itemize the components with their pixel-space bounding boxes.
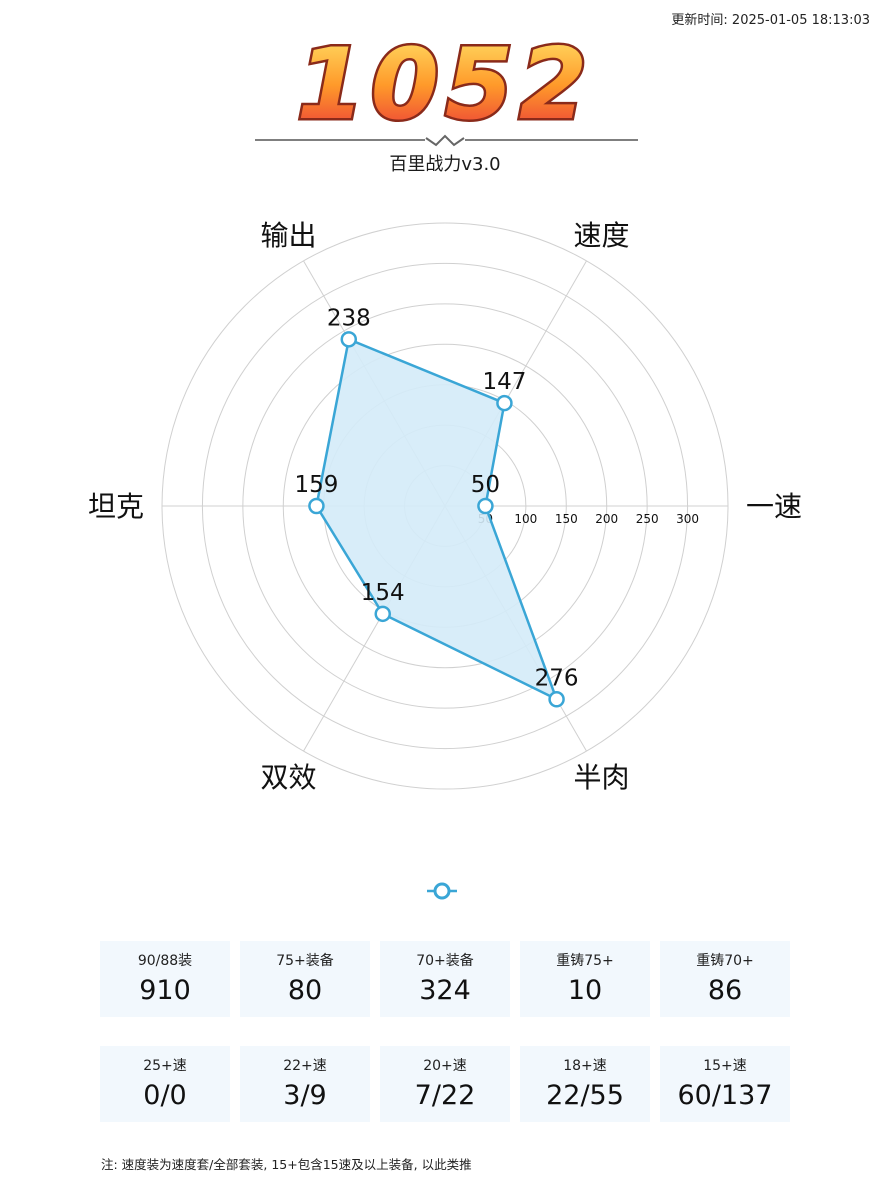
radar-data-point	[374, 605, 391, 623]
stat-card: 15+速 60/137	[660, 1046, 790, 1122]
stat-label: 15+速	[703, 1058, 747, 1074]
radar-tick-label: 200	[595, 512, 618, 526]
radar-data-label: 238	[327, 305, 371, 331]
radar-data-point	[477, 497, 494, 515]
radar-tick-label: 150	[555, 512, 578, 526]
stat-card: 25+速 0/0	[100, 1046, 230, 1122]
radar-indicator-label: 半肉	[573, 761, 629, 794]
subtitle: 百里战力v3.0	[389, 154, 501, 175]
score-logo: 1052	[255, 26, 638, 147]
score-text: 1052	[297, 28, 594, 142]
stats-row-speed: 25+速 0/0 22+速 3/9 20+速 7/22 18+速 22/55 1…	[100, 1046, 791, 1122]
radar-tick-label: 250	[636, 512, 659, 526]
legend[interactable]	[0, 880, 890, 904]
stat-label: 70+装备	[416, 953, 474, 969]
logo-ornament-icon	[425, 134, 465, 147]
stat-label: 重铸75+	[556, 953, 614, 969]
radar-indicator-label: 一速	[746, 490, 802, 523]
stat-card: 90/88装 910	[100, 941, 230, 1017]
radar-indicator-label: 坦克	[88, 490, 144, 523]
stat-value: 86	[707, 975, 743, 1006]
radar-data-point	[548, 691, 565, 708]
stat-value: 324	[419, 975, 471, 1006]
stat-value: 10	[567, 975, 603, 1006]
stat-card: 重铸75+ 10	[520, 941, 650, 1017]
radar-indicator-label: 输出	[260, 219, 316, 252]
stat-card: 20+速 7/22	[380, 1046, 510, 1122]
stat-value: 80	[287, 975, 323, 1006]
stat-card: 75+装备 80	[240, 941, 370, 1017]
stat-label: 25+速	[143, 1058, 187, 1074]
stats-row-equipment: 90/88装 910 75+装备 80 70+装备 324 重铸75+ 10 重…	[100, 941, 791, 1017]
radar-data-label: 276	[535, 665, 579, 691]
stat-label: 20+速	[423, 1058, 467, 1074]
stat-label: 90/88装	[137, 953, 193, 969]
stat-card: 18+速 22/55	[520, 1046, 650, 1122]
stat-card: 重铸70+ 86	[660, 941, 790, 1017]
stat-label: 重铸70+	[696, 953, 754, 969]
radar-data-label: 154	[361, 580, 405, 606]
legend-series-marker	[433, 882, 451, 900]
update-time: 更新时间: 2025-01-05 18:13:03	[671, 13, 870, 28]
stat-card: 70+装备 324	[380, 941, 510, 1017]
radar-indicator-label: 双效	[260, 761, 316, 794]
stat-value: 910	[139, 975, 191, 1006]
stat-label: 22+速	[283, 1058, 327, 1074]
footnote: 注: 速度装为速度套/全部套装, 15+包含15速及以上装备, 以此类推	[101, 1157, 472, 1172]
radar-data-label: 147	[482, 369, 526, 395]
radar-data-point	[308, 497, 325, 515]
stat-label: 18+速	[563, 1058, 607, 1074]
radar-tick-label: 300	[676, 512, 699, 526]
radar-data-label: 50	[471, 472, 500, 498]
stat-value: 7/22	[414, 1080, 476, 1111]
radar-data-point	[340, 331, 358, 348]
stat-card: 22+速 3/9	[240, 1046, 370, 1122]
stat-value: 3/9	[283, 1080, 327, 1111]
radar-data-label: 159	[294, 472, 338, 498]
radar-tick-label: 100	[514, 512, 537, 526]
stat-value: 60/137	[677, 1080, 773, 1111]
stat-label: 75+装备	[276, 953, 334, 969]
stat-value: 0/0	[143, 1080, 187, 1111]
stat-value: 22/55	[546, 1080, 624, 1111]
radar-data-point	[496, 394, 513, 412]
radar-indicator-label: 速度	[573, 219, 629, 252]
